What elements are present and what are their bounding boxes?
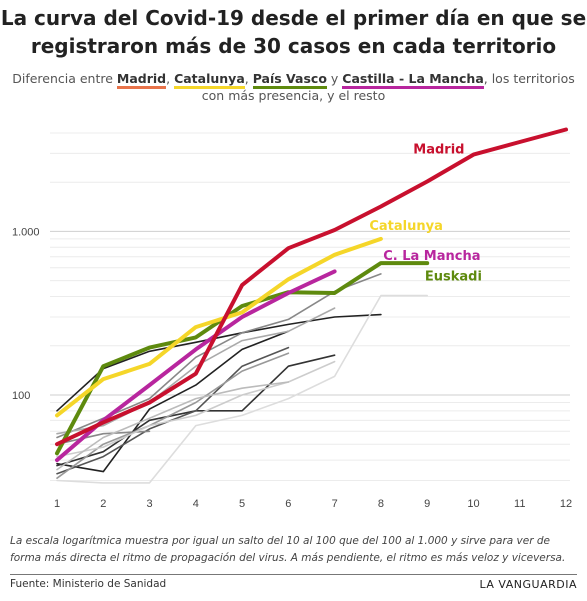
x-tick-label: 12 — [560, 498, 572, 510]
series-line-euskadi — [55, 261, 430, 456]
legend-catalunya: Catalunya — [174, 71, 245, 89]
series-label-madrid: Madrid — [413, 142, 464, 157]
x-tick-label: 5 — [239, 498, 245, 510]
x-tick-label: 6 — [285, 498, 291, 510]
series-labels: Madrid Catalunya C. La Mancha Euskadi — [369, 142, 482, 284]
subtitle-suffix: , los territorios — [483, 71, 575, 86]
region-line — [56, 294, 428, 484]
brand-logo: LA VANGUARDIA — [479, 578, 577, 591]
x-tick-label: 9 — [424, 498, 430, 510]
subtitle-sep-3: y — [326, 71, 343, 86]
legend-madrid: Madrid — [116, 71, 167, 89]
title-line-2: registraron más de 30 casos en cada terr… — [30, 34, 557, 58]
subtitle-prefix: Diferencia entre — [12, 71, 117, 86]
subtitle-sep-2: , — [244, 71, 253, 86]
region-line — [56, 352, 290, 479]
x-tick-label: 3 — [146, 498, 152, 510]
series-label-euskadi: Euskadi — [425, 270, 482, 285]
subtitle-line-2: con más presencia, y el resto — [201, 88, 386, 103]
subtitle-line-1: Diferencia entre Madrid, Catalunya, País… — [0, 70, 587, 89]
x-tick-label: 10 — [467, 498, 479, 510]
scale-note: La escala logarítmica muestra por igual … — [10, 535, 566, 564]
region-line — [56, 381, 290, 471]
y-tick-label: 1.000 — [12, 226, 40, 238]
x-tick-label: 2 — [100, 498, 106, 510]
series-line-madrid — [55, 127, 568, 447]
region-line — [56, 313, 382, 412]
x-tick-label: 8 — [378, 498, 384, 510]
chart-subtitle: Diferencia entre Madrid, Catalunya, País… — [0, 70, 587, 104]
y-tick-label: 100 — [12, 390, 30, 402]
series-label-catalunya: Catalunya — [369, 219, 443, 234]
x-tick-label: 1 — [54, 498, 60, 510]
legend-castilla: Castilla - La Mancha — [342, 71, 484, 89]
x-tick-label: 7 — [332, 498, 338, 510]
series-line-catalunya — [55, 236, 383, 418]
subtitle-sep-1: , — [166, 71, 175, 86]
series-label-c-la-mancha: C. La Mancha — [383, 249, 480, 264]
region-line — [56, 330, 290, 473]
footer: Fuente: Ministerio de Sanidad LA VANGUAR… — [10, 574, 577, 591]
chart-title: La curva del Covid-19 desde el primer dí… — [0, 4, 587, 60]
x-tick-label: 4 — [193, 498, 199, 510]
legend-pais-vasco: País Vasco — [252, 71, 327, 89]
other-regions-lines — [56, 273, 428, 484]
x-tick-label: 11 — [514, 498, 525, 510]
title-line-1: La curva del Covid-19 desde el primer dí… — [0, 6, 587, 30]
region-line — [56, 307, 336, 435]
highlight-lines — [55, 127, 568, 463]
source-text: Fuente: Ministerio de Sanidad — [10, 578, 167, 590]
